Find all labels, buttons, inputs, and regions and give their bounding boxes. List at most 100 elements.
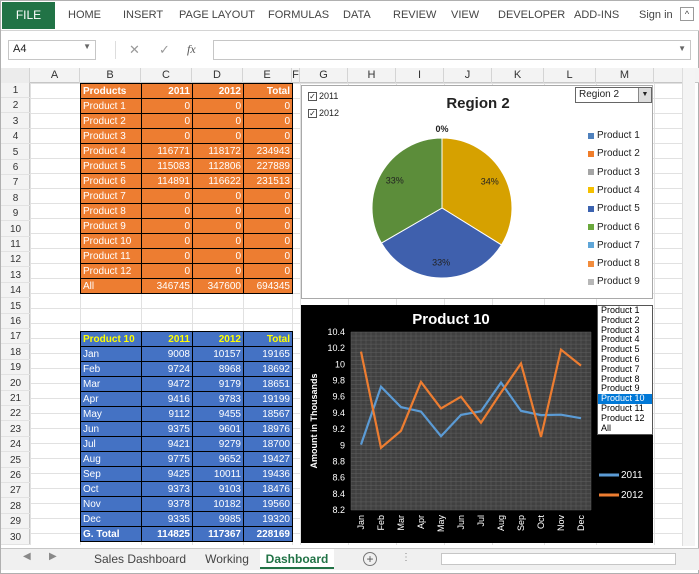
row-header[interactable]: 13 bbox=[1, 268, 30, 283]
table-cell[interactable]: 9775 bbox=[141, 451, 193, 467]
row-header[interactable]: 21 bbox=[1, 391, 30, 406]
table-cell[interactable]: 18567 bbox=[243, 406, 293, 422]
table-cell[interactable]: 9103 bbox=[192, 481, 244, 497]
table-cell[interactable]: Product 7 bbox=[80, 188, 142, 204]
listbox-item[interactable]: Product 10 bbox=[598, 394, 652, 404]
column-header[interactable]: M bbox=[596, 68, 654, 83]
table-header-cell[interactable]: 2011 bbox=[141, 83, 193, 99]
table-cell[interactable]: 0 bbox=[141, 233, 193, 249]
table-cell[interactable]: 0 bbox=[243, 218, 293, 234]
checkbox-2011[interactable]: ✓ 2011 bbox=[308, 91, 338, 101]
prev-sheet-icon[interactable]: ◀ bbox=[23, 551, 31, 562]
table-cell[interactable]: 0 bbox=[141, 248, 193, 264]
row-header[interactable]: 1 bbox=[1, 83, 30, 98]
tab-review[interactable]: REVIEW bbox=[393, 9, 437, 21]
tab-page-layout[interactable]: PAGE LAYOUT bbox=[179, 9, 256, 21]
product-listbox[interactable]: Product 1 Product 2 Product 3 Product 4 Prod… bbox=[597, 305, 653, 435]
checkbox-2012[interactable]: ✓ 2012 bbox=[308, 108, 339, 118]
name-box[interactable]: A4 ▼ bbox=[8, 40, 96, 60]
table-cell[interactable]: 19199 bbox=[243, 391, 293, 407]
table-cell[interactable]: 9373 bbox=[141, 481, 193, 497]
table-cell[interactable]: 0 bbox=[141, 218, 193, 234]
table-cell[interactable]: 9378 bbox=[141, 496, 193, 512]
row-header[interactable]: 24 bbox=[1, 437, 30, 453]
table-cell[interactable]: 10011 bbox=[192, 466, 244, 482]
table-header-cell[interactable]: Product 10 bbox=[80, 331, 142, 347]
cancel-icon[interactable]: ✕ bbox=[129, 42, 140, 57]
row-header[interactable]: 17 bbox=[1, 329, 30, 345]
table-header-cell[interactable]: 2012 bbox=[192, 83, 244, 99]
row-header[interactable]: 10 bbox=[1, 222, 30, 237]
table-cell[interactable]: Feb bbox=[80, 361, 142, 377]
row-header[interactable]: 23 bbox=[1, 422, 30, 437]
table-cell[interactable]: Mar bbox=[80, 376, 142, 392]
table-cell[interactable]: 0 bbox=[192, 203, 244, 219]
chevron-down-icon[interactable]: ▼ bbox=[678, 44, 686, 53]
table-cell[interactable]: Product 12 bbox=[80, 263, 142, 279]
listbox-item[interactable]: Product 5 bbox=[601, 345, 640, 355]
table-cell[interactable]: 10157 bbox=[192, 346, 244, 362]
formula-input[interactable]: ▼ bbox=[213, 40, 691, 60]
table-cell[interactable]: 9783 bbox=[192, 391, 244, 407]
table-cell[interactable]: 0 bbox=[192, 233, 244, 249]
table-cell[interactable]: 19427 bbox=[243, 451, 293, 467]
tab-add-ins[interactable]: ADD-INS bbox=[574, 9, 620, 21]
table-cell[interactable]: 9416 bbox=[141, 391, 193, 407]
table-cell[interactable]: 0 bbox=[243, 98, 293, 114]
table-header-cell[interactable]: 2011 bbox=[141, 331, 193, 347]
table-cell[interactable]: 0 bbox=[243, 113, 293, 129]
table-cell[interactable]: 116622 bbox=[192, 173, 244, 189]
listbox-item[interactable]: Product 7 bbox=[601, 364, 640, 374]
add-sheet-icon[interactable]: + bbox=[363, 552, 377, 566]
listbox-item[interactable]: Product 1 bbox=[601, 306, 640, 315]
table-cell[interactable]: Apr bbox=[80, 391, 142, 407]
file-tab[interactable]: FILE bbox=[2, 2, 55, 29]
horizontal-scrollbar[interactable] bbox=[441, 553, 676, 565]
table-cell[interactable]: Jul bbox=[80, 436, 142, 452]
column-header[interactable]: D bbox=[192, 68, 243, 83]
table-cell[interactable]: 0 bbox=[243, 188, 293, 204]
table-cell[interactable]: Product 2 bbox=[80, 113, 142, 129]
table-cell[interactable]: Jan bbox=[80, 346, 142, 362]
row-header[interactable]: 28 bbox=[1, 499, 30, 514]
row-header[interactable]: 12 bbox=[1, 252, 30, 268]
table-cell[interactable]: 19436 bbox=[243, 466, 293, 482]
row-header[interactable]: 2 bbox=[1, 98, 30, 114]
table-cell[interactable]: Aug bbox=[80, 451, 142, 467]
table-cell[interactable]: 9375 bbox=[141, 421, 193, 437]
row-header[interactable]: 20 bbox=[1, 376, 30, 391]
table-cell[interactable]: 0 bbox=[141, 128, 193, 144]
table-cell[interactable]: 0 bbox=[141, 188, 193, 204]
table-cell[interactable]: Product 9 bbox=[80, 218, 142, 234]
table-cell[interactable]: 18476 bbox=[243, 481, 293, 497]
row-header[interactable]: 29 bbox=[1, 514, 30, 530]
listbox-item[interactable]: Product 12 bbox=[601, 413, 645, 423]
table-cell[interactable]: 18651 bbox=[243, 376, 293, 392]
tab-formulas[interactable]: FORMULAS bbox=[268, 9, 330, 21]
table-cell[interactable]: Product 1 bbox=[80, 98, 142, 114]
row-header[interactable]: 8 bbox=[1, 191, 30, 206]
table-cell[interactable]: 228169 bbox=[243, 526, 293, 542]
table-cell[interactable]: 0 bbox=[141, 98, 193, 114]
table-cell[interactable]: 0 bbox=[141, 203, 193, 219]
table-cell[interactable]: May bbox=[80, 406, 142, 422]
table-cell[interactable]: 0 bbox=[243, 263, 293, 279]
row-header[interactable]: 22 bbox=[1, 406, 30, 422]
table-cell[interactable]: Nov bbox=[80, 496, 142, 512]
insert-function-icon[interactable]: fx bbox=[187, 42, 196, 56]
table-cell[interactable]: 19320 bbox=[243, 511, 293, 527]
row-header[interactable]: 19 bbox=[1, 360, 30, 376]
table-cell[interactable]: 19165 bbox=[243, 346, 293, 362]
table-cell[interactable]: 9652 bbox=[192, 451, 244, 467]
sheet-tab-dashboard[interactable]: Dashboard bbox=[260, 549, 334, 569]
table-header-cell[interactable]: Products bbox=[80, 83, 142, 99]
tab-view[interactable]: VIEW bbox=[451, 9, 480, 21]
table-cell[interactable]: 112806 bbox=[192, 158, 244, 174]
row-header[interactable]: 5 bbox=[1, 145, 30, 160]
chevron-down-icon[interactable]: ▼ bbox=[638, 88, 651, 102]
table-cell[interactable]: 9472 bbox=[141, 376, 193, 392]
table-cell[interactable]: G. Total bbox=[80, 526, 142, 542]
table-cell[interactable]: 0 bbox=[192, 263, 244, 279]
row-header[interactable]: 25 bbox=[1, 453, 30, 468]
chevron-down-icon[interactable]: ▼ bbox=[83, 42, 91, 51]
